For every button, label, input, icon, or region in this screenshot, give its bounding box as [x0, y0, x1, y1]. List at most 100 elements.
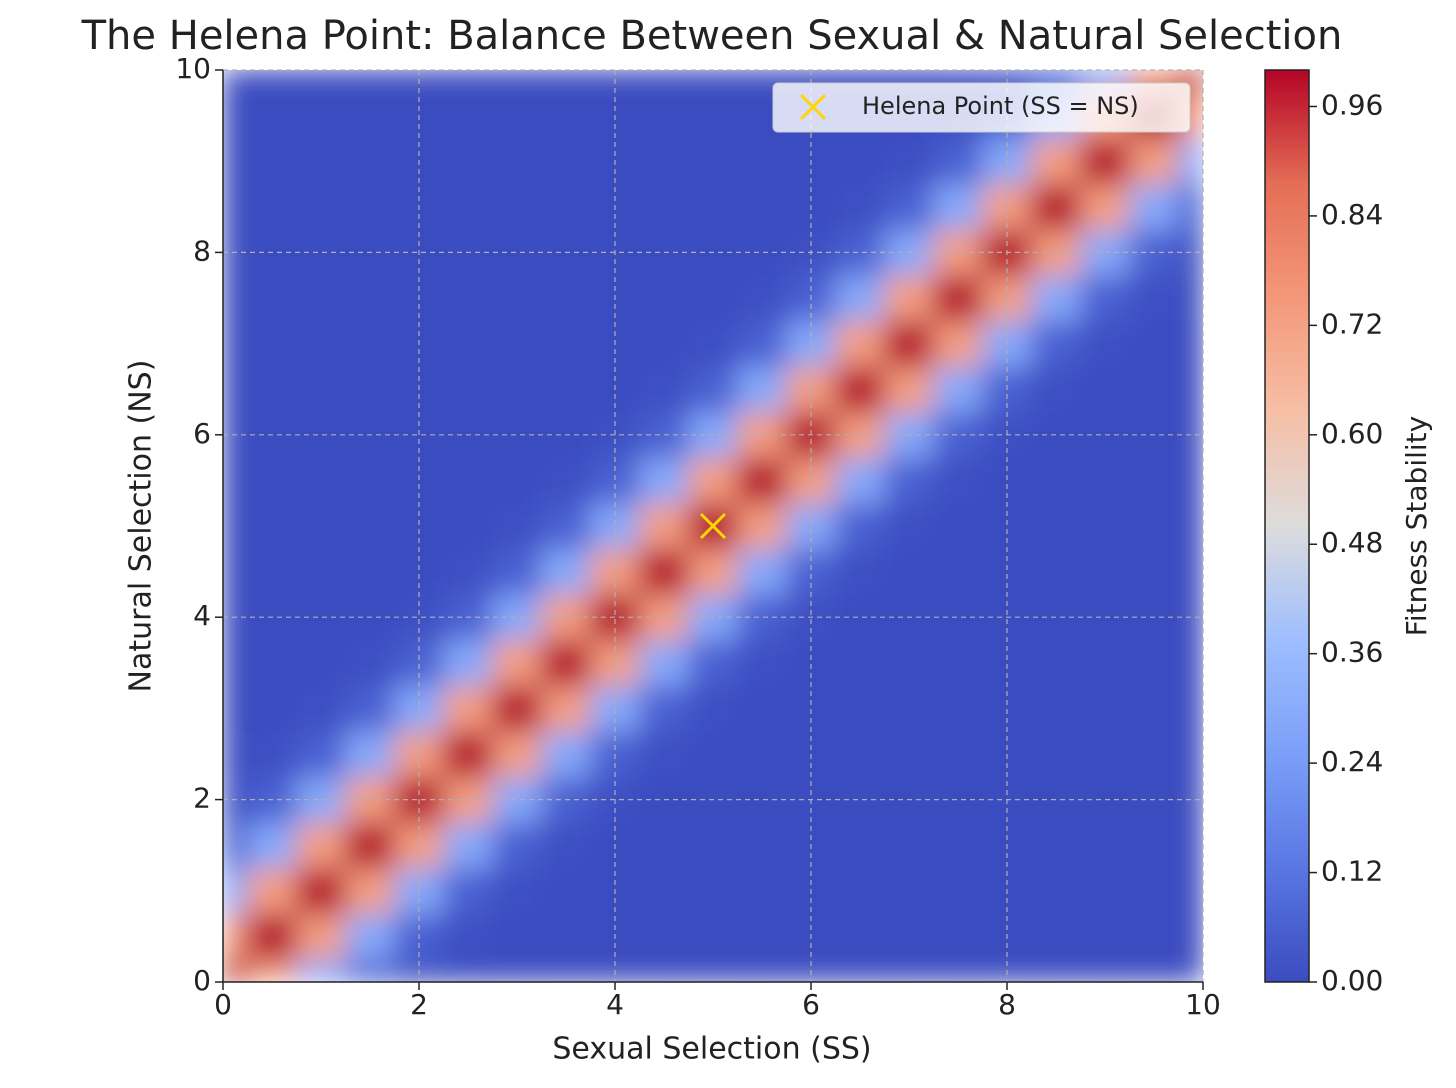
heat-cell — [1080, 365, 1130, 413]
colorbar-tick-label: 0.96 — [1321, 88, 1383, 121]
heat-cell — [1031, 548, 1081, 595]
heat-cell — [443, 639, 493, 687]
heat-cell — [345, 320, 395, 367]
heat-cell — [1129, 320, 1179, 367]
heat-cell — [443, 548, 493, 595]
heat-cell — [737, 274, 787, 322]
heat-cell — [933, 867, 983, 915]
heat-cell — [1129, 137, 1179, 185]
heat-cell — [737, 457, 787, 504]
heat-cell — [1080, 867, 1130, 915]
heat-cell — [345, 365, 395, 413]
heat-cell — [443, 92, 493, 139]
x-tick-label: 10 — [1185, 988, 1221, 1021]
heat-cell — [933, 365, 983, 413]
heat-cell — [1031, 457, 1081, 504]
heat-cell — [639, 958, 689, 982]
heat-cell — [884, 183, 934, 231]
heat-cell — [223, 639, 248, 687]
heat-cell — [296, 92, 346, 139]
heat-cell — [737, 183, 787, 231]
heat-cell — [884, 730, 934, 778]
heat-cell — [737, 365, 787, 413]
heat-cell — [737, 320, 787, 367]
heat-cell — [884, 137, 934, 185]
heat-cell — [688, 913, 738, 960]
heat-cell — [345, 457, 395, 504]
y-tick-label: 8 — [193, 234, 211, 267]
y-tick-label: 6 — [193, 417, 211, 450]
heat-cell — [345, 548, 395, 595]
heat-cell — [1080, 274, 1130, 322]
heat-cell — [933, 320, 983, 367]
heat-cell — [443, 183, 493, 231]
heat-cell — [835, 548, 885, 595]
heat-cell — [345, 730, 395, 778]
heat-cell — [296, 411, 346, 459]
heat-cell — [1031, 137, 1081, 185]
heat-cell — [884, 548, 934, 595]
heat-cell — [541, 457, 591, 504]
heat-cell — [1178, 913, 1203, 960]
heat-cell — [492, 502, 542, 550]
heat-cell — [443, 821, 493, 869]
heat-cell — [492, 457, 542, 504]
heat-cell — [835, 593, 885, 641]
heat-cell — [1129, 274, 1179, 322]
heat-cell — [933, 457, 983, 504]
heat-cell — [296, 229, 346, 276]
heat-cell — [1080, 730, 1130, 778]
heat-cell — [1178, 685, 1203, 732]
heat-cell — [835, 639, 885, 687]
heat-cell — [1031, 183, 1081, 231]
y-tick-label: 4 — [193, 599, 211, 632]
heat-cell — [345, 913, 395, 960]
heat-cell — [247, 92, 297, 139]
heat-cell — [247, 958, 297, 982]
heat-cell — [541, 913, 591, 960]
heat-cell — [1129, 639, 1179, 687]
heat-cell — [1178, 274, 1203, 322]
heat-cell — [247, 457, 297, 504]
heat-cell — [247, 548, 297, 595]
heat-cell — [737, 958, 787, 982]
heat-cell — [296, 821, 346, 869]
heat-cell — [492, 821, 542, 869]
axis-spine — [222, 70, 1203, 983]
heat-cell — [1129, 730, 1179, 778]
heat-cell — [223, 274, 248, 322]
x-tick-label: 6 — [802, 988, 820, 1021]
heat-cell — [688, 320, 738, 367]
heat-cell — [1080, 137, 1130, 185]
heat-cell — [223, 730, 248, 778]
heat-cell — [1129, 958, 1179, 982]
heat-cell — [835, 867, 885, 915]
heat-cell — [223, 913, 248, 960]
heat-cell — [223, 958, 248, 982]
heat-cell — [1031, 958, 1081, 982]
colorbar-tick-label: 0.36 — [1321, 636, 1383, 669]
heat-cell — [443, 730, 493, 778]
heat-cell — [296, 548, 346, 595]
heat-cell — [835, 502, 885, 550]
heat-cell — [835, 730, 885, 778]
heat-cell — [492, 411, 542, 459]
colorbar-label: Fitness Stability — [1400, 416, 1433, 636]
heat-cell — [541, 821, 591, 869]
heat-cell — [492, 183, 542, 231]
heat-cell — [639, 685, 689, 732]
heat-cell — [1178, 958, 1203, 982]
heat-cell — [1080, 685, 1130, 732]
heat-cell — [688, 958, 738, 982]
heat-cell — [296, 502, 346, 550]
heat-cell — [1178, 867, 1203, 915]
heat-cell — [443, 867, 493, 915]
heat-cell — [541, 730, 591, 778]
heat-cell — [296, 274, 346, 322]
heat-cell — [688, 548, 738, 595]
heat-cell — [884, 639, 934, 687]
heat-cell — [1080, 502, 1130, 550]
heat-cell — [639, 867, 689, 915]
heat-cell — [639, 320, 689, 367]
heat-cell — [1129, 913, 1179, 960]
